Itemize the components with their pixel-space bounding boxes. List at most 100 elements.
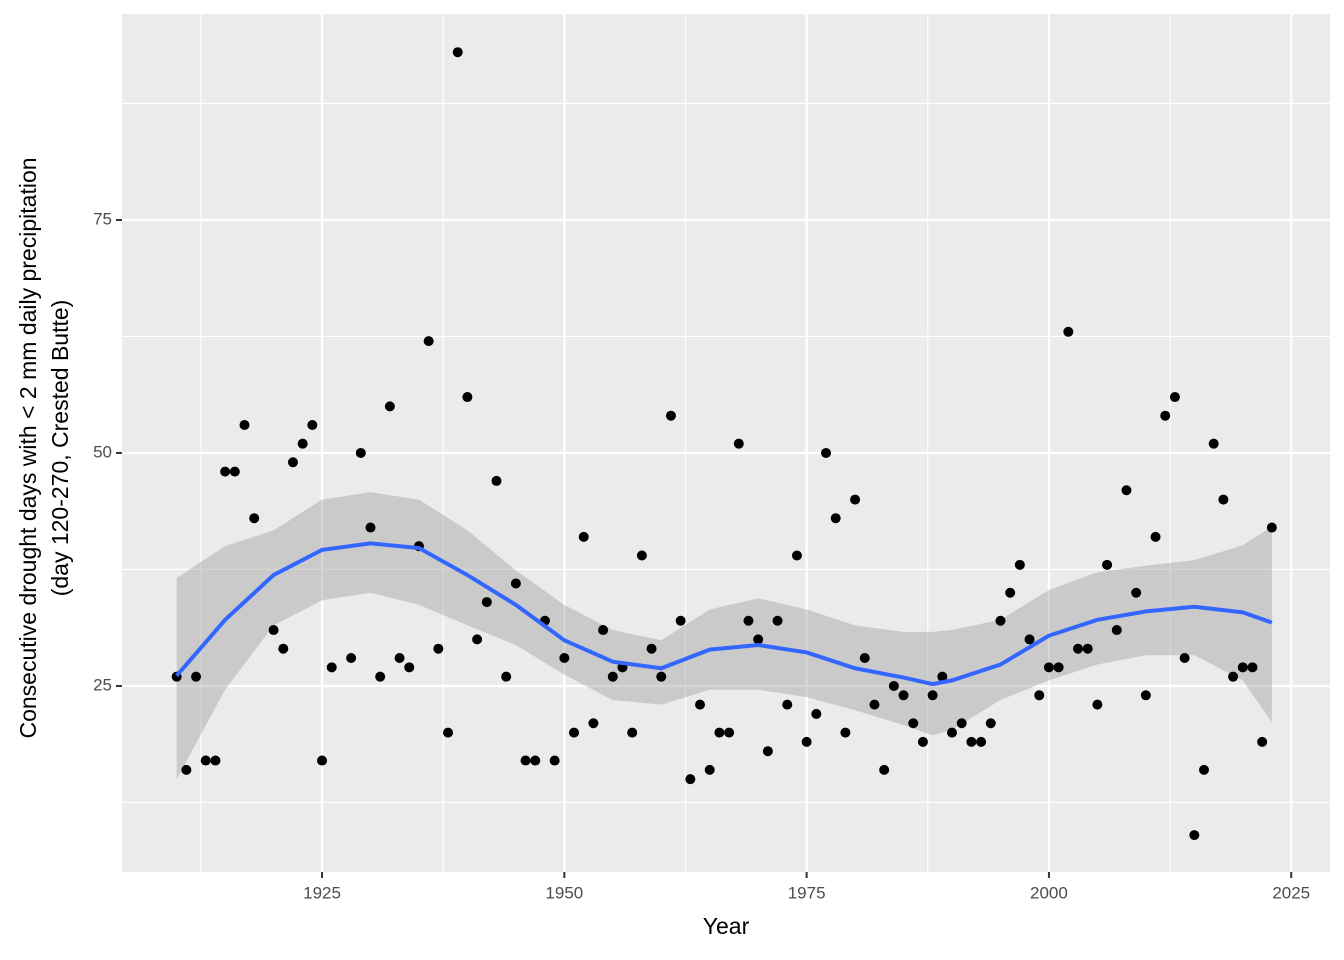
point — [249, 513, 260, 524]
point — [462, 392, 473, 403]
point — [695, 699, 706, 710]
point — [859, 653, 870, 664]
point — [753, 634, 764, 645]
point — [520, 755, 531, 766]
smooth-line — [175, 541, 1273, 687]
point — [1218, 494, 1229, 505]
point — [200, 755, 211, 766]
point — [724, 727, 735, 738]
point — [1237, 662, 1248, 673]
x-tick-label: 2000 — [1030, 883, 1068, 902]
point — [685, 774, 696, 785]
point — [384, 401, 395, 412]
x-tick-label: 1925 — [303, 883, 341, 902]
point — [1179, 653, 1190, 664]
point — [665, 410, 676, 421]
point — [1034, 690, 1045, 701]
point — [588, 718, 599, 729]
point — [1208, 438, 1219, 449]
point — [1131, 587, 1142, 598]
point — [326, 662, 337, 673]
point — [355, 447, 366, 458]
point — [1111, 625, 1122, 636]
point — [210, 755, 221, 766]
point — [704, 764, 715, 775]
point — [1043, 662, 1054, 673]
point — [1053, 662, 1064, 673]
point — [510, 578, 521, 589]
point — [607, 671, 618, 682]
point — [598, 625, 609, 636]
x-tick-label: 1975 — [788, 883, 826, 902]
point — [297, 438, 308, 449]
point — [472, 634, 483, 645]
point — [976, 736, 987, 747]
point — [995, 615, 1006, 626]
point — [966, 736, 977, 747]
point — [898, 690, 909, 701]
point — [481, 597, 492, 608]
point — [801, 736, 812, 747]
point — [675, 615, 686, 626]
point — [549, 755, 560, 766]
point — [394, 653, 405, 664]
point — [578, 531, 589, 542]
point — [307, 420, 318, 431]
y-tick-label: 25 — [93, 675, 112, 694]
x-tick-label: 2025 — [1272, 883, 1310, 902]
point — [433, 643, 444, 654]
y-axis-title: Consecutive drought days with < 2 mm dai… — [15, 157, 41, 738]
point — [443, 727, 454, 738]
point — [811, 708, 822, 719]
point — [229, 466, 240, 477]
point — [1160, 410, 1171, 421]
point — [375, 671, 386, 682]
point — [278, 643, 289, 654]
point — [1014, 559, 1025, 570]
point — [850, 494, 861, 505]
point — [762, 746, 773, 757]
point — [365, 522, 376, 533]
x-axis-title: Year — [703, 913, 750, 939]
point — [927, 690, 938, 701]
point — [908, 718, 919, 729]
x-tick-label: 1950 — [545, 883, 583, 902]
point — [346, 653, 357, 664]
point — [181, 764, 192, 775]
point — [917, 736, 928, 747]
point — [714, 727, 725, 738]
point — [530, 755, 541, 766]
point — [782, 699, 793, 710]
point — [1102, 559, 1113, 570]
point — [1140, 690, 1151, 701]
point — [220, 466, 231, 477]
point — [1063, 326, 1074, 337]
point — [1024, 634, 1035, 645]
point — [1082, 643, 1093, 654]
point — [888, 680, 899, 691]
point — [772, 615, 783, 626]
point — [1092, 699, 1103, 710]
point — [404, 662, 415, 673]
point — [879, 764, 890, 775]
point — [1199, 764, 1210, 775]
point — [1257, 736, 1268, 747]
point — [1169, 392, 1180, 403]
y-tick-label: 50 — [93, 442, 112, 461]
point — [239, 420, 250, 431]
point — [791, 550, 802, 561]
point — [491, 475, 502, 486]
point — [956, 718, 967, 729]
point — [947, 727, 958, 738]
point — [840, 727, 851, 738]
point — [287, 457, 298, 468]
point — [452, 47, 463, 58]
point — [656, 671, 667, 682]
point — [1189, 830, 1200, 841]
point — [268, 625, 279, 636]
point — [501, 671, 512, 682]
point — [830, 513, 841, 524]
point — [1073, 643, 1084, 654]
point — [1247, 662, 1258, 673]
